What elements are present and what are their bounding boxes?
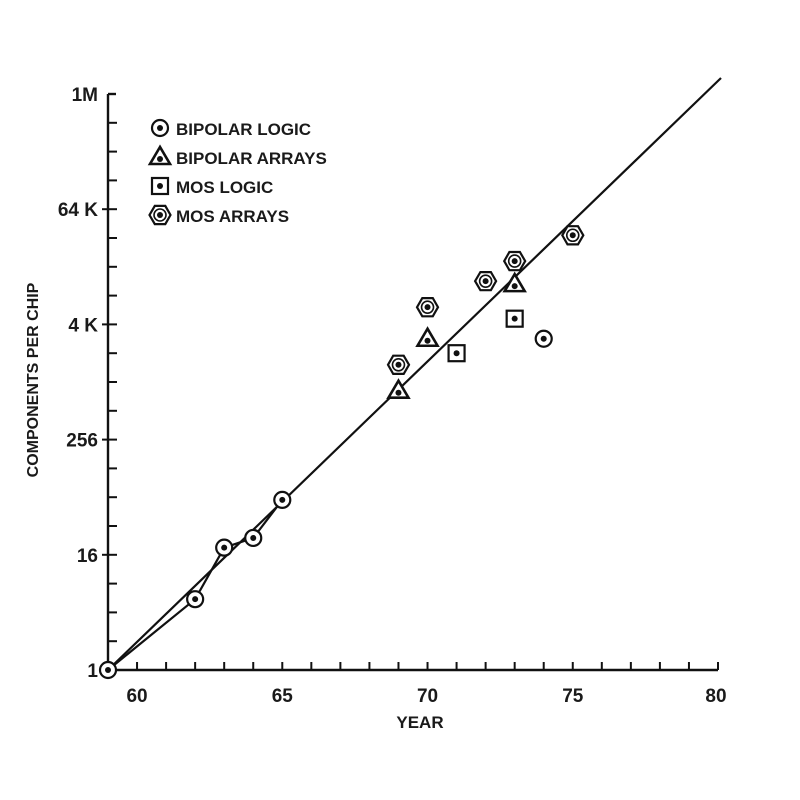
legend-label: BIPOLAR ARRAYS: [176, 149, 327, 168]
x-tick-label: 70: [417, 686, 438, 707]
y-tick-label: 1: [87, 661, 98, 682]
square-dot-marker: [447, 344, 466, 363]
y-tick-label: 4 K: [68, 315, 98, 336]
triangle-dot-marker: [502, 271, 527, 293]
y-tick-label: 256: [66, 431, 98, 452]
legend-label: BIPOLAR LOGIC: [176, 120, 311, 139]
x-tick-label: 75: [562, 686, 584, 707]
circle-dot-marker: [273, 490, 292, 509]
x-tick-label: 65: [272, 686, 294, 707]
triangle-dot-marker: [386, 378, 411, 400]
y-tick-label: 64 K: [58, 200, 98, 221]
square-dot-marker: [150, 176, 170, 196]
y-tick-label: 16: [77, 546, 98, 567]
circle-dot-marker: [534, 329, 553, 348]
axes: [102, 92, 719, 672]
hexagon-dot-marker: [386, 354, 411, 375]
circle-dot-marker: [150, 118, 170, 138]
hexagon-dot-marker: [415, 297, 440, 318]
trend-line: [107, 77, 722, 671]
hexagon-dot-marker: [148, 204, 172, 226]
triangle-dot-marker: [147, 144, 173, 166]
legend-label: MOS LOGIC: [176, 178, 273, 197]
circle-dot-marker: [215, 538, 234, 557]
legend: BIPOLAR LOGIC BIPOLAR ARRAYS MOS LOGIC MOS …: [147, 118, 327, 226]
hexagon-dot-marker: [561, 225, 585, 246]
x-axis-title: YEAR: [396, 713, 443, 732]
circle-dot-marker: [244, 528, 263, 548]
plot-area: [98, 77, 722, 680]
hexagon-dot-marker: [502, 250, 527, 272]
circle-dot-marker: [98, 660, 118, 680]
square-dot-marker: [505, 309, 524, 328]
circle-dot-marker: [186, 590, 205, 609]
x-tick-label: 80: [705, 686, 726, 707]
legend-label: MOS ARRAYS: [176, 207, 289, 226]
y-axis-title: COMPONENTS PER CHIP: [25, 282, 42, 477]
x-tick-label: 60: [126, 686, 147, 707]
y-tick-label: 1M: [72, 85, 98, 106]
tick-labels: 60 65 70 75 80 1 16 256 4 K 64 K 1M: [58, 85, 727, 707]
hexagon-dot-marker: [473, 271, 498, 292]
triangle-dot-marker: [415, 326, 440, 348]
